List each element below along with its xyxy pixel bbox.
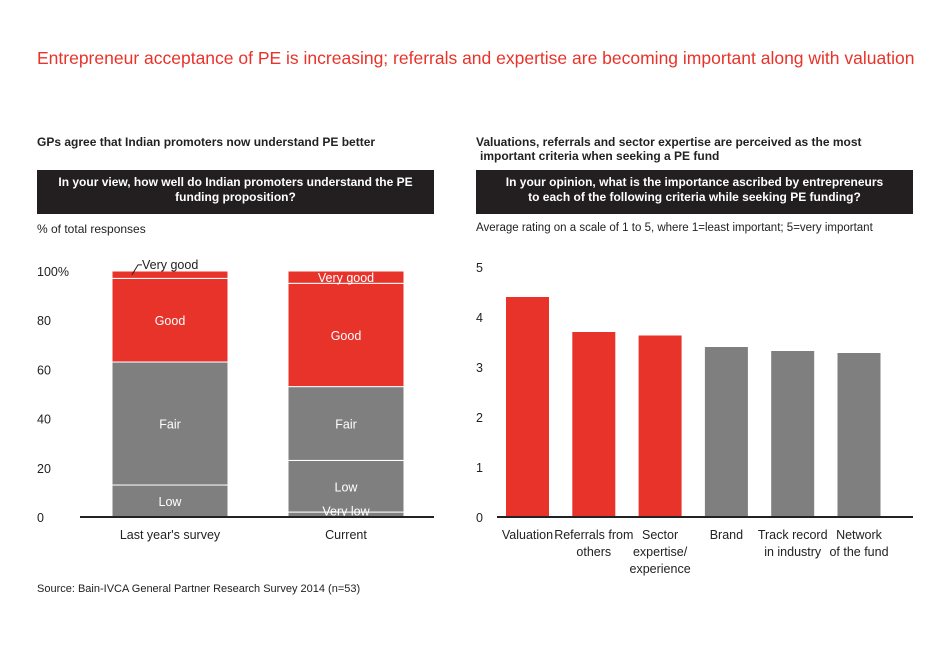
y-tick-label: 4 — [476, 311, 483, 325]
y-tick-label: 60 — [37, 363, 51, 377]
x-category-label: Last year's survey — [120, 528, 221, 542]
criteria-bar — [506, 297, 549, 517]
left-question-line-1: In your view, how well do Indian promote… — [58, 175, 413, 189]
y-tick-label: 1 — [476, 461, 483, 475]
x-category-label: experience — [630, 562, 691, 576]
stacked-bar-segment — [111, 361, 229, 486]
source-note: Source: Bain-IVCA General Partner Resear… — [37, 583, 361, 595]
segment-label-low: Low — [159, 495, 183, 509]
y-tick-label: 5 — [476, 261, 483, 275]
y-tick-label: 100% — [37, 265, 69, 279]
criteria-bar — [638, 335, 682, 517]
x-category-label: Current — [325, 528, 367, 542]
x-category-label: in industry — [764, 545, 822, 559]
x-category-label: Valuation — [502, 528, 553, 542]
x-category-label: others — [576, 545, 611, 559]
right-subtitle-line-1: Valuations, referrals and sector experti… — [476, 135, 862, 149]
page-title: Entrepreneur acceptance of PE is increas… — [37, 48, 915, 68]
segment-label-very-good: Very good — [142, 258, 198, 272]
stacked-bar-segment — [287, 459, 405, 513]
right-question-line-2: to each of the following criteria while … — [528, 190, 861, 204]
x-category-label: Track record — [758, 528, 828, 542]
y-tick-label: 3 — [476, 361, 483, 375]
segment-label-low: Low — [335, 480, 359, 494]
stacked-bar-segment — [287, 270, 405, 284]
criteria-bar — [837, 353, 881, 517]
x-category-label: Referrals from — [554, 528, 633, 542]
right-units-label: Average rating on a scale of 1 to 5, whe… — [476, 222, 873, 234]
left-question-line-2: funding proposition? — [175, 190, 296, 204]
criteria-bar — [704, 347, 748, 517]
right-subtitle-line-2: important criteria when seeking a PE fun… — [480, 149, 720, 163]
left-question-box: In your view, how well do Indian promote… — [37, 170, 434, 214]
left-units-label: % of total responses — [37, 222, 146, 236]
y-tick-label: 40 — [37, 413, 51, 427]
y-tick-label: 20 — [37, 462, 51, 476]
stacked-bar-segment — [287, 386, 405, 461]
x-category-label: Network — [836, 528, 883, 542]
y-tick-label: 0 — [37, 511, 44, 525]
right-chart-subtitle: Valuations, referrals and sector experti… — [476, 135, 862, 163]
criteria-bar — [572, 332, 616, 517]
very-good-callout-line — [131, 264, 142, 275]
segment-label-fair: Fair — [335, 418, 357, 432]
stacked-bar-segment — [111, 484, 229, 518]
criteria-bar — [771, 351, 815, 517]
x-category-label: Sector — [642, 528, 678, 542]
segment-label-very-good: Very good — [318, 271, 374, 285]
y-tick-label: 80 — [37, 314, 51, 328]
segment-label-good: Good — [155, 314, 186, 328]
y-tick-label: 2 — [476, 411, 483, 425]
stacked-bar-segment — [111, 270, 229, 279]
segment-label-fair: Fair — [159, 418, 181, 432]
x-category-label: Brand — [710, 528, 743, 542]
right-question-box: In your opinion, what is the importance … — [476, 170, 913, 214]
left-chart-subtitle: GPs agree that Indian promoters now unde… — [37, 135, 376, 149]
right-question-line-1: In your opinion, what is the importance … — [505, 175, 884, 189]
y-tick-label: 0 — [476, 511, 483, 525]
x-category-label: expertise/ — [633, 545, 688, 559]
segment-label-very-low: Very low — [322, 505, 370, 519]
segment-label-good: Good — [331, 329, 362, 343]
stacked-bar-segment — [111, 277, 229, 363]
x-category-label: of the fund — [829, 545, 888, 559]
stacked-bar-segment — [287, 282, 405, 388]
